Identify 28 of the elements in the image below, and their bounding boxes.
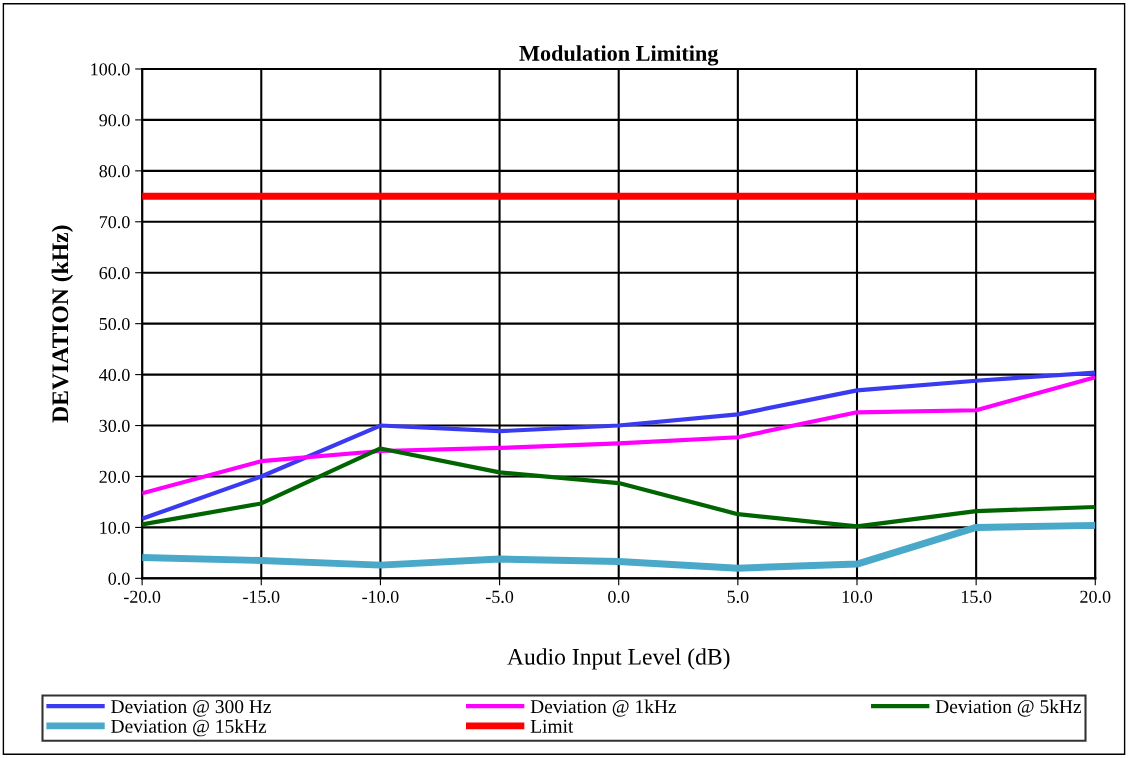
x-tick-label: 10.0	[842, 590, 873, 603]
y-tick-label: 100.0	[91, 63, 130, 76]
chart-title: Modulation Limiting	[519, 45, 719, 66]
x-tick-label: 0.0	[608, 590, 630, 603]
x-tick-label: -10.0	[362, 590, 399, 603]
x-tick-label: 5.0	[727, 590, 749, 603]
y-tick-label: 0.0	[108, 572, 130, 585]
legend-label: Deviation @ 15kHz	[111, 719, 267, 737]
x-tick-label: 15.0	[961, 590, 992, 603]
y-tick-label: 20.0	[99, 470, 130, 483]
y-tick-label: 40.0	[99, 368, 130, 382]
x-tick-label: -5.0	[485, 590, 514, 603]
y-axis-title: DEVIATION (kHz)	[51, 225, 74, 423]
legend-label: Deviation @ 5kHz	[935, 699, 1082, 717]
y-tick-label: 50.0	[99, 317, 130, 331]
y-tick-label: 30.0	[99, 419, 130, 433]
y-tick-label: 90.0	[99, 114, 130, 127]
y-tick-label: 80.0	[99, 165, 130, 178]
legend-label: Deviation @ 300 Hz	[111, 700, 272, 717]
legend-label: Deviation @ 1kHz	[530, 699, 677, 717]
legend-label: Limit	[530, 719, 574, 733]
x-tick-label: -20.0	[123, 590, 161, 603]
y-tick-label: 60.0	[99, 266, 130, 280]
x-axis-title: Audio Input Level (dB)	[507, 648, 730, 670]
y-tick-label: 10.0	[100, 521, 130, 534]
y-tick-label: 70.0	[99, 216, 130, 229]
x-tick-label: 20.0	[1080, 590, 1111, 603]
x-tick-label: -15.0	[243, 590, 280, 603]
